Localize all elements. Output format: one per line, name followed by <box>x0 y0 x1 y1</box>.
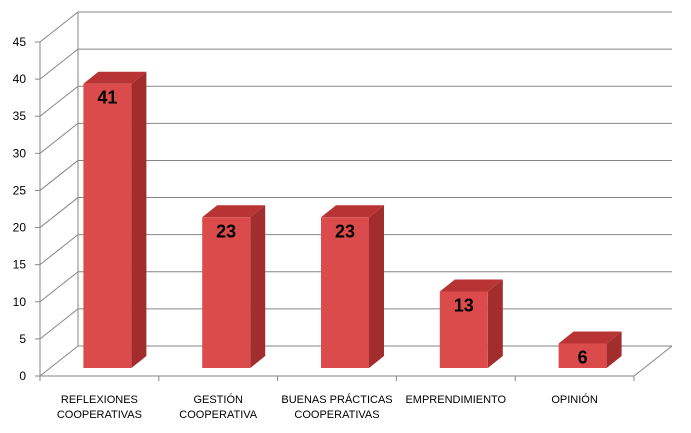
x-category-label-line: COOPERATIVAS <box>294 409 379 421</box>
data-label: 23 <box>335 221 355 241</box>
labels: 0 5 10 15 20 25 30 35 40 45 41 REFLEXIONES COOPERATI… <box>13 35 598 421</box>
gridline-diagonal <box>39 234 79 266</box>
gridline-diagonal <box>39 345 79 377</box>
bars <box>83 71 622 368</box>
x-category-label: OPINIÓN <box>551 393 598 406</box>
y-tick-label: 35 <box>13 109 27 123</box>
y-tick-label: 10 <box>13 295 27 309</box>
y-tick-label: 25 <box>13 183 27 197</box>
y-tick-label: 0 <box>19 369 26 383</box>
bar-front <box>558 343 607 368</box>
bar-top <box>83 71 147 84</box>
x-category-label: BUENAS PRÁCTICAS COOPERATIVAS <box>281 393 392 421</box>
floor-right-edge <box>633 345 673 377</box>
gridline-diagonal <box>39 271 79 303</box>
data-label: 13 <box>454 296 474 316</box>
x-category-label: REFLEXIONES COOPERATIVAS <box>57 394 142 421</box>
gridline-diagonal <box>39 85 79 117</box>
x-category-label-line: BUENAS PRÁCTICAS <box>281 393 392 406</box>
bar <box>202 205 266 368</box>
x-category-label-line: GESTIÓN <box>193 393 243 406</box>
bar-top <box>439 279 503 292</box>
x-category-label-line: COOPERATIVA <box>179 409 257 421</box>
data-label: 41 <box>97 88 117 108</box>
gridline-diagonal <box>39 122 79 154</box>
bar <box>558 331 622 368</box>
gridline-diagonal <box>39 197 79 228</box>
bar <box>439 279 503 368</box>
gridline-diagonal <box>39 48 79 80</box>
x-category-label: GESTIÓN COOPERATIVA <box>179 393 257 421</box>
bar-top <box>202 205 266 218</box>
axes <box>35 12 673 381</box>
y-tick-label: 5 <box>19 332 26 346</box>
y-tick-label: 15 <box>13 258 27 272</box>
y-tick-label: 40 <box>13 72 27 86</box>
bar-top <box>558 331 622 344</box>
y-tick-label: 30 <box>13 146 27 160</box>
bar-side <box>250 205 266 368</box>
bar-front <box>321 217 369 368</box>
bar-top <box>321 205 384 218</box>
gridline-diagonal <box>39 160 79 191</box>
bar-front <box>202 217 251 368</box>
bar-side <box>606 331 622 368</box>
bar-side <box>369 205 384 368</box>
x-category-label-line: COOPERATIVAS <box>57 409 142 421</box>
y-tick-label: 20 <box>13 221 27 235</box>
bar <box>321 205 384 368</box>
gridline-diagonal <box>39 308 79 340</box>
bar-side <box>487 279 503 368</box>
data-label: 23 <box>216 221 236 241</box>
x-category-label-line: OPINIÓN <box>551 393 598 406</box>
bar <box>83 71 147 368</box>
bar-front <box>83 83 132 368</box>
bar-front <box>439 291 488 368</box>
gridline-diagonal <box>39 11 79 43</box>
y-tick-label: 45 <box>13 35 27 49</box>
bar-side <box>131 71 147 368</box>
x-category-label: EMPRENDIMIENTO <box>405 394 506 406</box>
x-category-label-line: EMPRENDIMIENTO <box>405 394 506 406</box>
x-category-label-line: REFLEXIONES <box>61 394 138 406</box>
data-label: 6 <box>578 347 588 367</box>
